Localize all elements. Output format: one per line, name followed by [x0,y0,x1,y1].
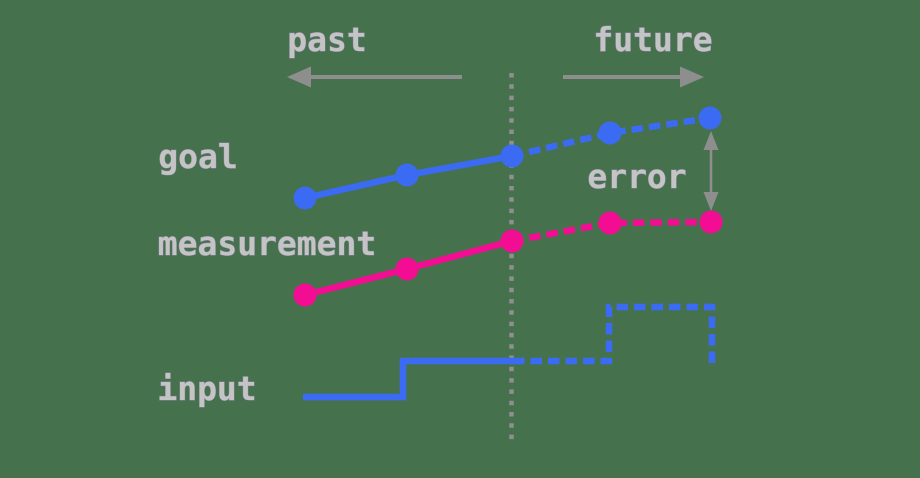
measurement-series [293,210,723,307]
goal-dashed-line [511,114,711,160]
goal-point-dot [395,163,419,187]
error-double-arrow [703,131,719,211]
goal-point-dot [698,106,722,130]
past-arrow-head [287,66,311,88]
goal-point-dot [500,144,524,168]
measurement-point-dot [500,229,524,253]
input-solid-line [303,357,513,401]
input-label: input [157,369,256,408]
measurement-point-dot [699,210,723,234]
future-direction-arrow [563,66,704,88]
measurement-point-dot [395,257,419,281]
past-direction-arrow [287,66,462,88]
input-dashed-line [513,303,716,365]
input-step-series [303,303,716,401]
goal-point-dot [598,121,622,145]
future-arrow-head [680,66,704,88]
measurement-label: measurement [158,224,377,263]
future-label: future [593,20,712,59]
goal-point-dot [293,186,317,210]
error-arrow-head-down [703,192,719,211]
goal-series [293,106,722,210]
past-label: past [287,20,366,59]
measurement-point-dot [293,283,317,307]
error-label: error [587,157,686,196]
goal-label: goal [158,137,237,176]
measurement-point-dot [598,211,622,235]
error-arrow-head-up [703,131,719,150]
measurement-dashed-line [511,218,712,245]
